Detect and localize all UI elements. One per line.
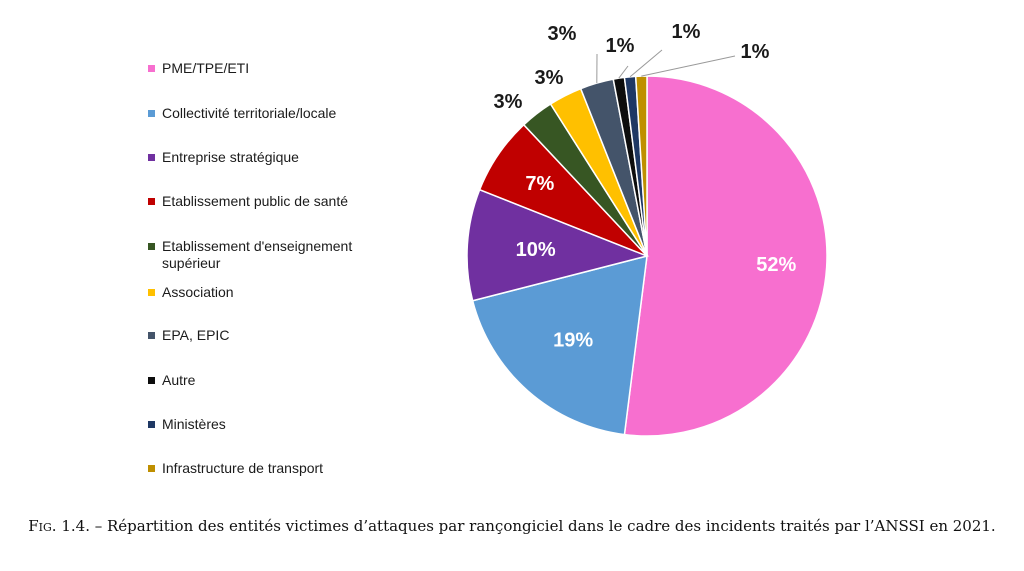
legend-item: Collectivité territoriale/locale <box>148 105 402 122</box>
legend-swatch <box>148 421 155 428</box>
legend-label: Ministères <box>162 416 226 432</box>
legend-item: Entreprise stratégique <box>148 149 402 166</box>
legend-item: Etablissement d'enseignement supérieur <box>148 238 407 272</box>
slice-value-label: 3% <box>494 91 523 113</box>
slice-value-label: 19% <box>553 330 593 352</box>
leader-line <box>629 49 663 78</box>
slice-value-label: 1% <box>672 21 701 43</box>
legend-item: Infrastructure de transport <box>148 460 402 477</box>
slice-value-label: 7% <box>525 173 554 195</box>
caption-text: – Répartition des entités victimes d’att… <box>89 517 996 535</box>
slice-value-label: 3% <box>535 67 564 89</box>
legend-item: Etablissement public de santé <box>148 193 402 210</box>
legend-label: Etablissement d'enseignement supérieur <box>162 238 353 271</box>
pie-chart-figure: PME/TPE/ETI Collectivité territoriale/loc… <box>148 21 828 477</box>
legend-item: EPA, EPIC <box>148 327 402 344</box>
pie-slice <box>471 254 648 436</box>
figure-caption: Fig. 1.4. – Répartition des entités vict… <box>0 515 1024 537</box>
slice-value-label: 1% <box>606 35 635 57</box>
legend-swatch <box>148 154 155 161</box>
legend-label: Entreprise stratégique <box>162 149 299 165</box>
leader-line <box>641 55 736 77</box>
figure-number: Fig. 1.4. <box>28 517 90 535</box>
legend-swatch <box>148 198 155 205</box>
legend-swatch <box>148 110 155 117</box>
legend-swatch <box>148 465 155 472</box>
legend-item: Ministères <box>148 416 402 433</box>
legend-swatch <box>148 289 155 296</box>
pie-slice <box>466 188 650 302</box>
legend-label: Collectivité territoriale/locale <box>162 105 337 121</box>
legend-label: Infrastructure de transport <box>162 460 324 476</box>
pie-chart: 52% 19% 10% 7% 3% 3% 3% 1% 1% 1% <box>466 21 828 437</box>
leader-line <box>618 65 629 79</box>
slice-value-label: 10% <box>516 239 556 261</box>
legend-swatch <box>148 65 155 72</box>
slice-value-label: 1% <box>741 41 770 63</box>
legend-label: Association <box>162 284 234 300</box>
legend-swatch <box>148 332 155 339</box>
legend-label: Autre <box>162 372 196 388</box>
legend-label: Etablissement public de santé <box>162 193 348 209</box>
legend-item: Association <box>148 284 402 301</box>
legend-label: PME/TPE/ETI <box>162 60 250 76</box>
legend-item: PME/TPE/ETI <box>148 60 402 77</box>
legend-item: Autre <box>148 372 402 389</box>
pie-slice <box>623 75 828 437</box>
legend-swatch <box>148 243 155 250</box>
slice-value-label: 3% <box>548 23 577 45</box>
slice-value-label: 52% <box>756 254 796 276</box>
legend-label: EPA, EPIC <box>162 327 230 343</box>
legend-swatch <box>148 377 155 384</box>
